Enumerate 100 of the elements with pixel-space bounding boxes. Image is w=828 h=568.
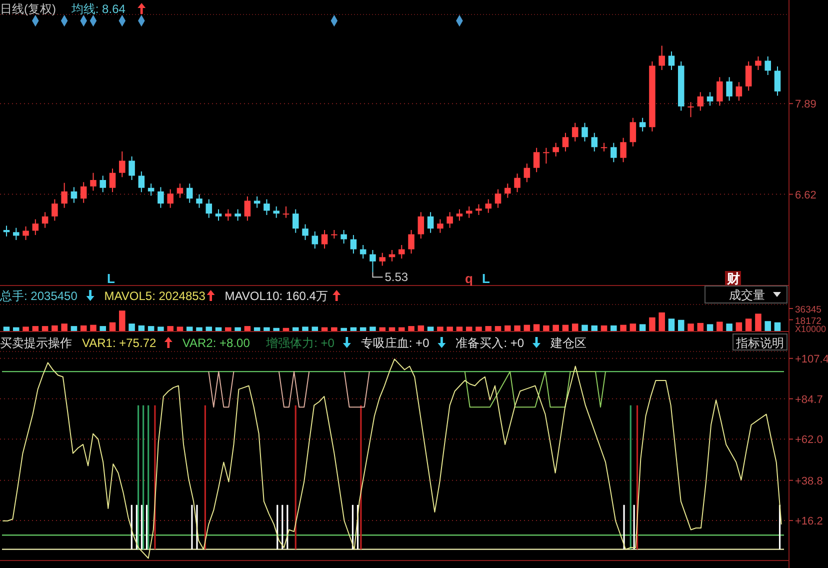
candlestick xyxy=(408,230,414,254)
bar xyxy=(678,320,684,331)
candlestick xyxy=(312,230,318,250)
annotation: 财 xyxy=(726,271,740,286)
bar xyxy=(485,326,492,331)
candlestick xyxy=(100,175,106,193)
candlestick xyxy=(706,92,714,106)
text: 成交量 xyxy=(729,288,765,302)
candlestick xyxy=(639,117,646,132)
candlestick xyxy=(582,122,588,142)
annotation: 均线: 8.64 xyxy=(70,2,126,16)
line-series xyxy=(464,371,606,408)
candlestick xyxy=(697,92,704,112)
annotation: 5.53 xyxy=(384,270,408,284)
candlestick xyxy=(668,50,675,70)
bar xyxy=(22,326,29,331)
bar xyxy=(649,317,656,331)
bar xyxy=(533,324,540,331)
candlestick xyxy=(273,206,280,218)
bar xyxy=(370,326,376,331)
candlestick xyxy=(234,208,241,222)
candlestick xyxy=(61,182,68,208)
candlestick xyxy=(167,188,174,208)
candlestick xyxy=(620,137,626,163)
candlestick xyxy=(514,173,520,193)
bar xyxy=(264,327,270,331)
bar xyxy=(494,326,502,331)
candlestick xyxy=(552,142,559,157)
bar xyxy=(562,324,569,331)
bar xyxy=(504,325,511,331)
candlestick xyxy=(244,196,251,222)
candlestick xyxy=(225,208,232,222)
bar xyxy=(572,324,578,331)
y-tick-label: +16.2 xyxy=(795,516,823,528)
bar xyxy=(774,322,781,331)
y-tick-label: +84.7 xyxy=(795,394,823,406)
bar xyxy=(148,326,154,331)
bar xyxy=(52,325,58,331)
annotation: L xyxy=(107,271,115,286)
candlestick xyxy=(186,183,193,204)
candlestick xyxy=(774,66,781,96)
text: 指标说明 xyxy=(735,336,784,350)
bar xyxy=(273,328,280,331)
candlestick xyxy=(543,147,550,164)
bar xyxy=(437,326,444,331)
candlestick xyxy=(254,196,260,208)
candlestick xyxy=(138,170,145,193)
annotation: 日线(复权) xyxy=(0,2,56,16)
candlestick xyxy=(562,132,569,152)
candlestick xyxy=(572,122,578,142)
bar xyxy=(13,327,20,331)
bar xyxy=(630,324,636,331)
bar xyxy=(282,328,290,331)
bar xyxy=(466,326,472,331)
candlestick xyxy=(688,102,694,118)
bar xyxy=(244,326,251,331)
y-tick-label: +62.0 xyxy=(795,434,823,446)
bar xyxy=(206,326,212,331)
candlestick xyxy=(736,82,742,102)
bar xyxy=(591,325,598,331)
y-tick-label: 36345 xyxy=(795,304,822,316)
line-series xyxy=(2,358,782,559)
y-axis-title: X10000 xyxy=(795,324,826,334)
candlestick xyxy=(446,212,453,228)
candlestick xyxy=(282,206,290,218)
bar xyxy=(80,325,87,331)
bar xyxy=(755,314,762,331)
bar xyxy=(446,326,453,331)
candlestick xyxy=(176,183,184,198)
bar xyxy=(736,322,742,331)
candlestick xyxy=(360,244,366,260)
candlestick xyxy=(764,56,771,76)
bar xyxy=(128,324,135,331)
bar xyxy=(90,324,96,331)
candlestick xyxy=(466,206,472,218)
bar xyxy=(697,322,704,331)
bar xyxy=(186,326,193,331)
text: 增强体力: +0 xyxy=(265,336,335,350)
bar xyxy=(215,327,222,331)
bar xyxy=(582,324,588,331)
candlestick xyxy=(379,252,386,266)
bar xyxy=(658,312,665,331)
bar xyxy=(764,321,771,331)
candlestick xyxy=(437,218,444,234)
candlestick xyxy=(745,60,752,92)
bar xyxy=(158,326,164,331)
candlestick xyxy=(158,186,164,208)
candlestick xyxy=(109,168,116,193)
bar xyxy=(42,326,48,331)
bar xyxy=(312,326,318,331)
bar xyxy=(552,324,559,331)
candlestick xyxy=(119,150,126,178)
candlestick xyxy=(80,182,87,204)
candlestick xyxy=(485,198,492,214)
bar xyxy=(514,325,520,331)
candlestick xyxy=(755,56,762,70)
text: 专吸庄血: +0 xyxy=(360,336,430,350)
text: VAR1: +75.72 xyxy=(82,336,156,350)
bar xyxy=(456,326,463,331)
candlestick xyxy=(128,156,135,180)
